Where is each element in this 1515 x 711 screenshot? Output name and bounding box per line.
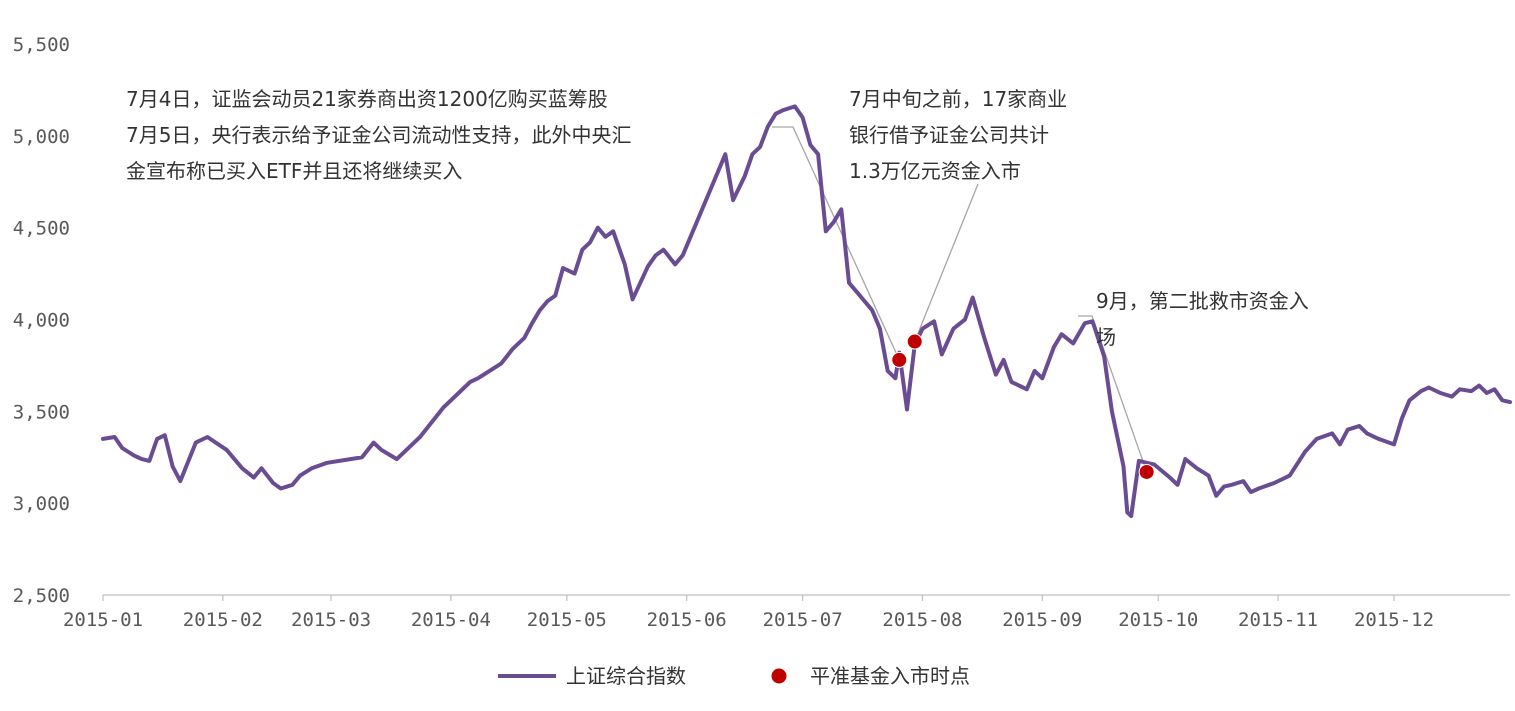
y-tick-label: 2,500 — [13, 585, 70, 607]
rescue-fund-marker — [891, 351, 908, 368]
y-tick-label: 3,500 — [13, 401, 70, 423]
x-tick-label: 2015-12 — [1354, 609, 1434, 631]
annotations: 7月4日，证监会动员21家券商出资1200亿购买蓝筹股 7月5日，央行表示给予证金… — [126, 87, 1309, 349]
x-tick-label: 2015-06 — [647, 609, 727, 631]
annotation-text-line: 7月中旬之前，17家商业 — [849, 87, 1067, 111]
x-tick-label: 2015-11 — [1238, 609, 1318, 631]
legend-label-series: 上证综合指数 — [566, 664, 686, 688]
legend-marker-swatch — [771, 668, 787, 684]
legend-label-markers: 平准基金入市时点 — [810, 664, 970, 688]
x-axis-ticks: 2015-01 2015-02 2015-03 2015-04 2015-05 2015-… — [63, 595, 1434, 631]
annotation-text-line: 1.3万亿元资金入市 — [849, 159, 1021, 183]
y-tick-label: 5,500 — [13, 34, 70, 56]
annotation-leader-line — [772, 126, 900, 361]
rescue-fund-marker — [1138, 463, 1155, 480]
annotation-leader-line — [914, 183, 979, 342]
x-tick-label: 2015-05 — [527, 609, 607, 631]
x-tick-label: 2015-03 — [291, 609, 371, 631]
legend: 上证综合指数 平准基金入市时点 — [498, 664, 970, 688]
series-line-shanghai-composite — [101, 104, 1512, 518]
x-tick-label: 2015-02 — [183, 609, 263, 631]
annotation-text-line: 场 — [1096, 325, 1116, 349]
x-tick-label: 2015-08 — [882, 609, 962, 631]
rescue-fund-marker — [906, 333, 923, 350]
y-axis-ticks: 2,500 3,000 3,500 4,000 4,500 5,000 5,500 — [13, 34, 70, 607]
x-tick-label: 2015-01 — [63, 609, 143, 631]
rescue-fund-markers — [891, 333, 1155, 480]
x-tick-label: 2015-09 — [1002, 609, 1082, 631]
annotation-leaders — [772, 126, 1148, 473]
axes: 2,500 3,000 3,500 4,000 4,500 5,000 5,500 2015… — [13, 34, 1510, 631]
x-tick-label: 2015-04 — [411, 609, 491, 631]
y-tick-label: 4,000 — [13, 310, 70, 332]
annotation-text-line: 7月5日，央行表示给予证金公司流动性支持，此外中央汇 — [126, 123, 631, 147]
annotation-text-line: 7月4日，证监会动员21家券商出资1200亿购买蓝筹股 — [126, 87, 608, 111]
y-tick-label: 3,000 — [13, 493, 70, 515]
annotation-leader-line — [1078, 315, 1148, 473]
x-tick-label: 2015-10 — [1118, 609, 1198, 631]
y-tick-label: 5,000 — [13, 126, 70, 148]
annotation-text-line: 9月，第二批救市资金入 — [1096, 289, 1309, 313]
x-tick-label: 2015-07 — [763, 609, 843, 631]
annotation-text-line: 金宣布称已买入ETF并且还将继续买入 — [126, 159, 462, 183]
y-tick-label: 4,500 — [13, 218, 70, 240]
annotation-text-line: 银行借予证金公司共计 — [849, 123, 1049, 147]
